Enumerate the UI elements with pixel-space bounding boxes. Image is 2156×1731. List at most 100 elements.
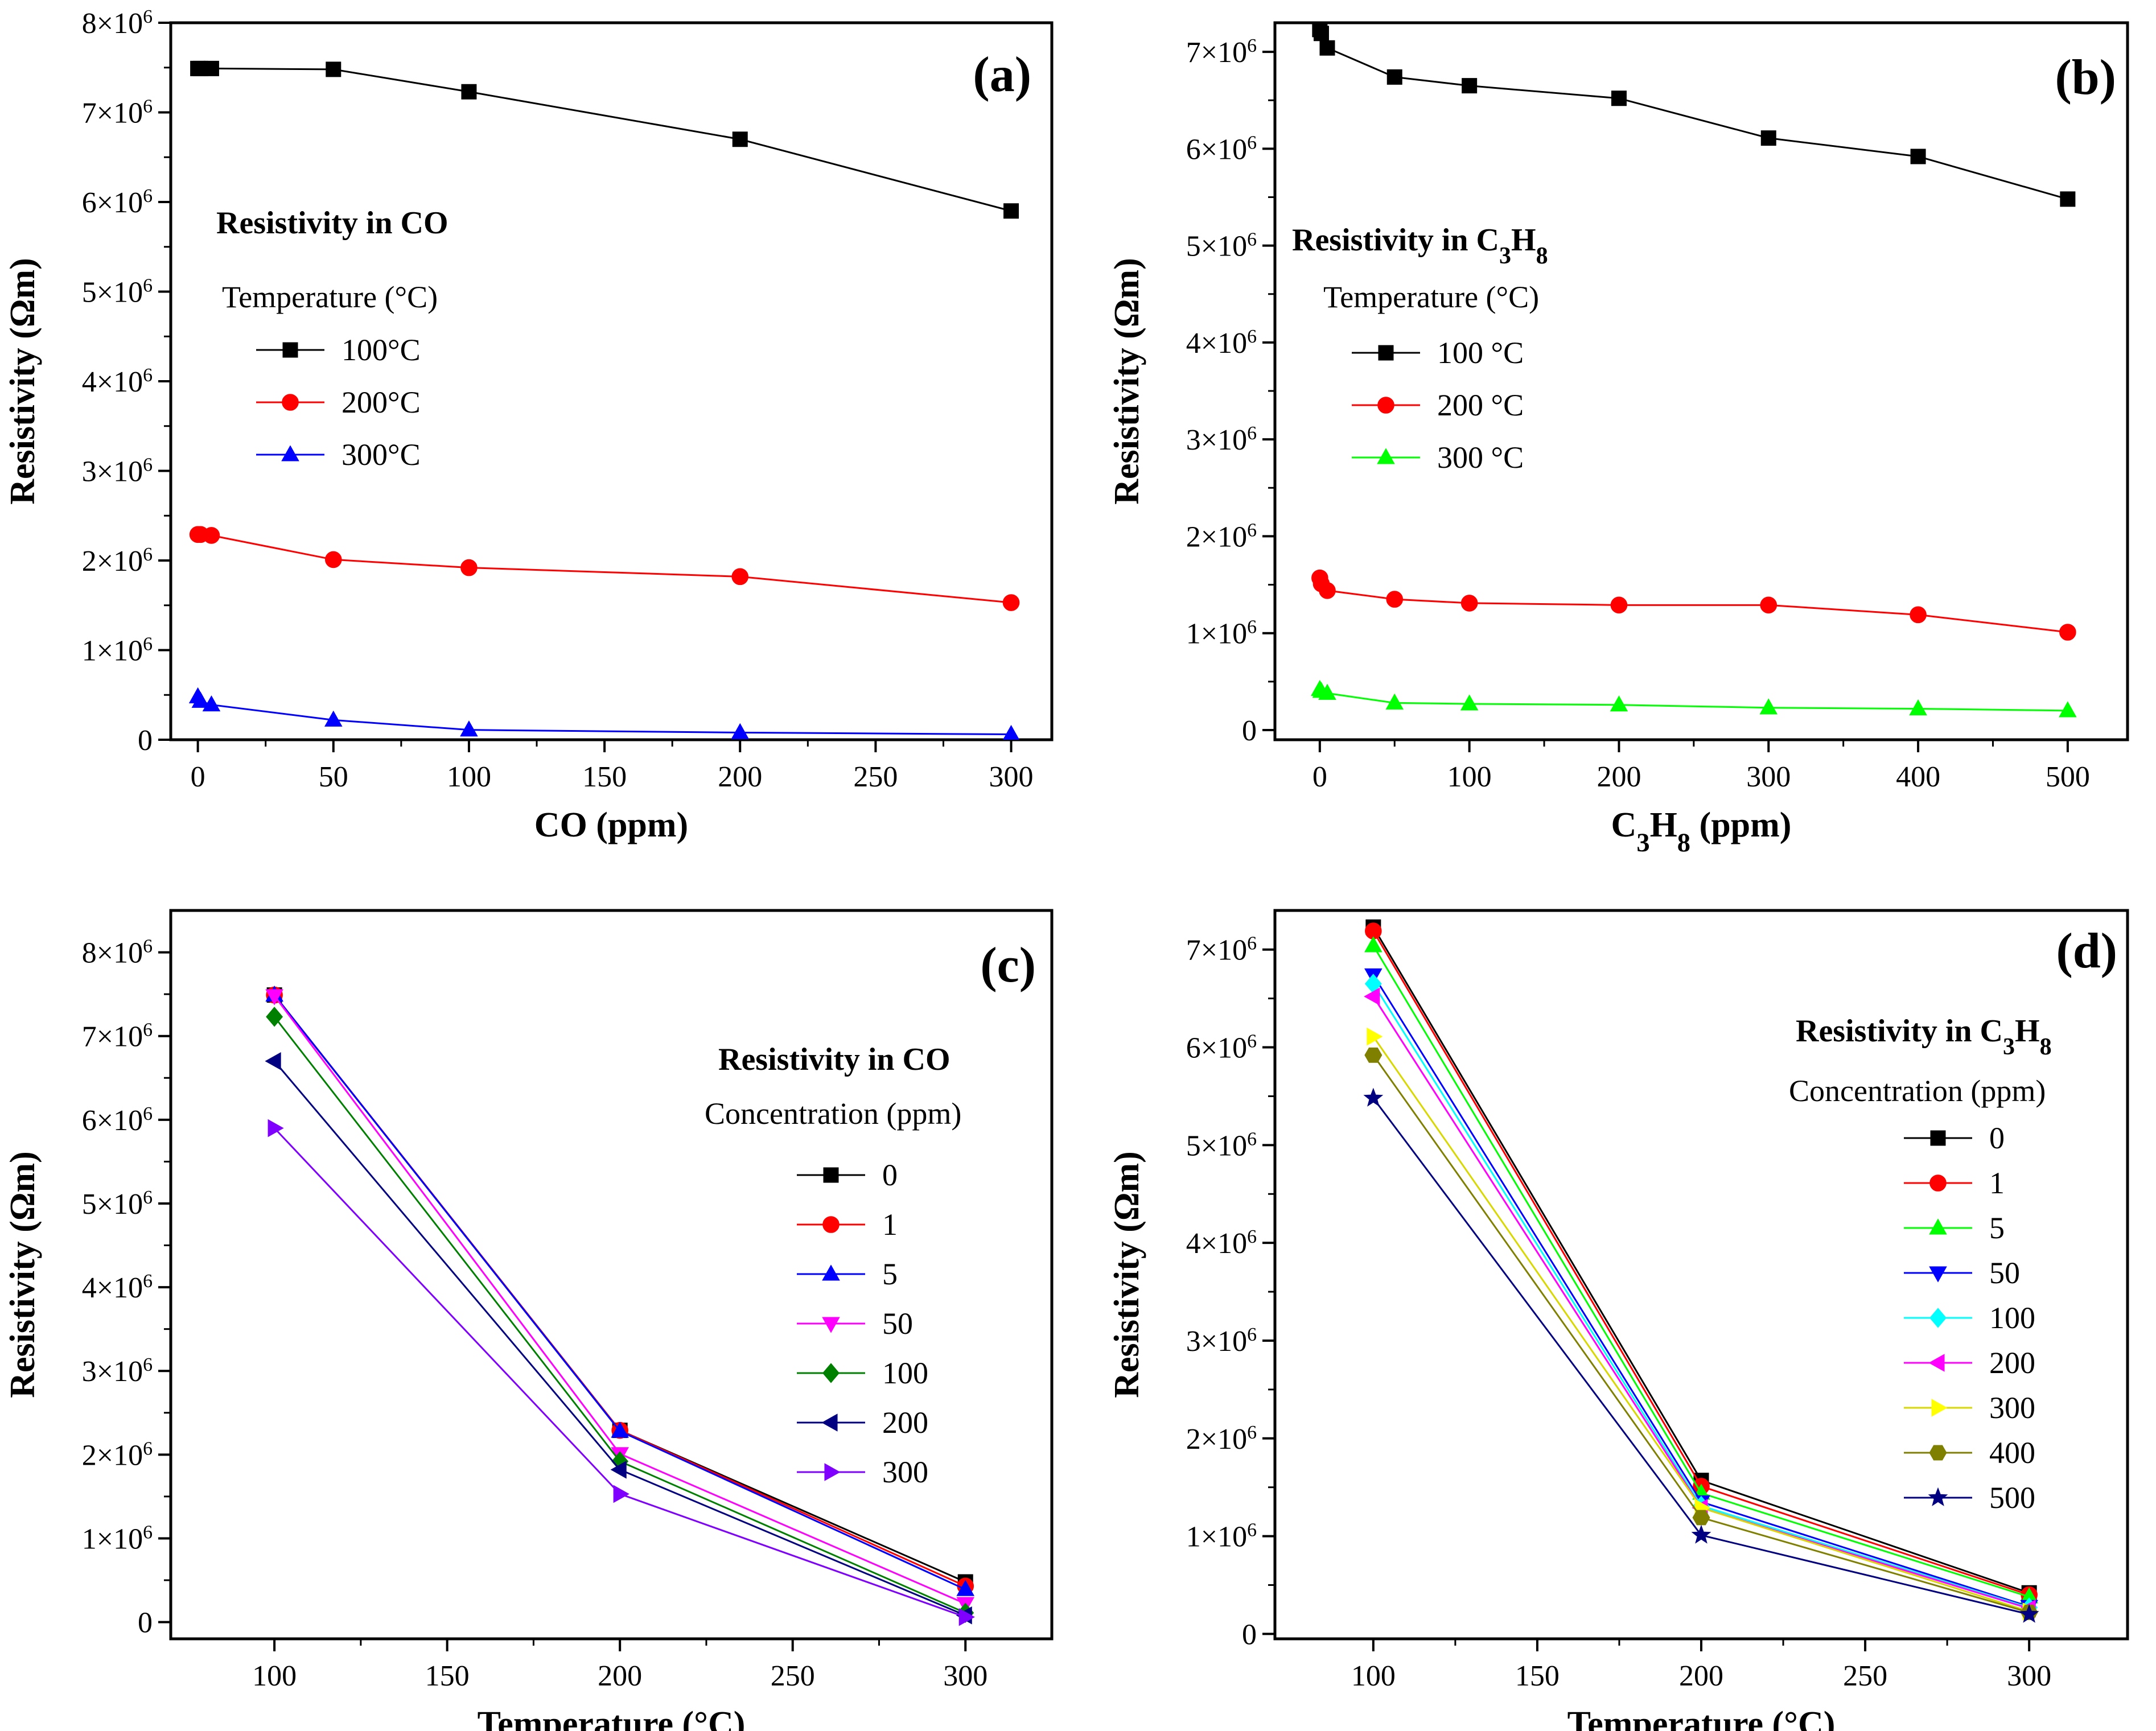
legend-title: Temperature (°C): [1323, 280, 1539, 314]
series-line-300 °C: [1319, 689, 2068, 712]
x-axis-title: C3H8 (ppm): [1611, 806, 1792, 858]
y-axis-title: Resistivity (Ωm): [1108, 1151, 1146, 1398]
chart-title: Resistivity in CO: [216, 205, 449, 241]
data-point-200°C: [731, 568, 749, 586]
data-point-100 °C: [1319, 40, 1335, 56]
x-tick-label: 250: [853, 761, 898, 793]
legend-title: Temperature (°C): [222, 280, 438, 314]
data-point-5: [956, 1580, 975, 1596]
data-point-200 °C: [1386, 591, 1404, 608]
y-tick-label: 3×106: [82, 454, 153, 488]
legend-title: Concentration (ppm): [1789, 1074, 2046, 1108]
x-tick-label: 300: [989, 761, 1034, 793]
panel-label: (c): [980, 938, 1036, 993]
x-tick-label: 200: [1679, 1660, 1723, 1692]
y-tick-label: 3×106: [1186, 423, 1257, 457]
data-point-100°C: [1003, 203, 1019, 219]
legend-marker-500: [1928, 1487, 1948, 1506]
y-tick-label: 2×106: [1186, 1421, 1257, 1456]
y-tick-label: 0: [1242, 715, 1257, 747]
x-tick-label: 150: [1515, 1660, 1560, 1692]
chart-title: Resistivity in C3H8: [1292, 222, 1548, 269]
legend-label-1: 1: [1989, 1166, 2005, 1200]
legend-marker-200: [1928, 1354, 1945, 1372]
y-tick-label: 4×106: [1186, 325, 1257, 360]
y-tick-label: 7×106: [82, 1019, 153, 1053]
x-tick-label: 300: [1746, 761, 1791, 793]
data-point-300 °C: [1385, 693, 1404, 710]
data-point-300°C: [1002, 724, 1020, 740]
y-tick-label: 2×106: [82, 1438, 153, 1472]
series-line-200: [273, 1060, 966, 1617]
legend-label-1: 1: [882, 1207, 898, 1242]
legend-marker-300: [824, 1463, 841, 1481]
y-tick-label: 2×106: [82, 544, 153, 578]
data-point-100°C: [326, 61, 341, 77]
panel-label: (d): [2056, 924, 2117, 979]
panel-b: 0 100 200 300 400 500 0 1×106 2×106 3×106 4×106 5×1…: [1108, 21, 2129, 858]
data-point-100 °C: [1611, 90, 1627, 106]
legend-marker-300 °C: [1377, 448, 1395, 464]
legend-label-100°C: 100°C: [341, 333, 421, 367]
x-tick-label: 150: [425, 1660, 470, 1692]
x-tick-label: 100: [1351, 1660, 1396, 1692]
y-tick-label: 6×106: [82, 186, 153, 220]
legend-label-100: 100: [1989, 1301, 2035, 1335]
legend-label-200 °C: 200 °C: [1437, 388, 1524, 422]
legend-marker-400: [1929, 1445, 1947, 1461]
legend-label-200°C: 200°C: [341, 385, 421, 419]
data-point-300: [268, 1119, 284, 1137]
data-point-300 °C: [2059, 701, 2077, 718]
x-tick-label: 200: [598, 1660, 642, 1692]
legend-marker-100°C: [282, 342, 298, 358]
panel-label: (a): [973, 47, 1031, 102]
plot-frame: [169, 909, 1054, 1641]
legend-label-400: 400: [1989, 1436, 2035, 1470]
data-point-200 °C: [1760, 596, 1778, 614]
legend-marker-100 °C: [1378, 345, 1394, 361]
legend-label-5: 5: [1989, 1211, 2005, 1245]
y-tick-label: 1×106: [82, 1522, 153, 1556]
y-tick-label: 5×106: [1186, 229, 1257, 263]
data-point-300 °C: [1610, 695, 1628, 712]
legend-label-0: 0: [882, 1158, 898, 1192]
data-point-100 °C: [2060, 191, 2076, 207]
series-line-200 °C: [1319, 578, 2068, 633]
x-tick-label: 300: [2007, 1660, 2051, 1692]
legend-marker-300: [1931, 1399, 1948, 1417]
x-tick-label: 150: [582, 761, 627, 793]
x-tick-label: 400: [1896, 761, 1940, 793]
x-axis-title: CO (ppm): [534, 806, 688, 844]
data-point-400: [1692, 1510, 1710, 1526]
chart-title: Resistivity in C3H8: [1796, 1013, 2052, 1060]
data-point-500: [1691, 1524, 1711, 1544]
series-line-100°C: [198, 67, 1011, 212]
y-tick-label: 0: [1242, 1618, 1257, 1651]
legend-label-100: 100: [882, 1356, 928, 1390]
series-line-300°C: [197, 696, 1011, 736]
panel-c: 100 150 200 250 30001×1062×1063×1064×1065×10…: [3, 909, 1054, 1731]
data-point-200: [1364, 987, 1380, 1005]
y-tick-label: 5×106: [82, 275, 153, 309]
y-tick-label: 6×106: [1186, 132, 1257, 166]
data-point-400: [1364, 1047, 1383, 1063]
plot-area: [265, 985, 975, 1626]
legend-label-500: 500: [1989, 1481, 2035, 1515]
data-point-200 °C: [2059, 624, 2076, 641]
series-line-200°C: [198, 533, 1011, 604]
data-point-300°C: [731, 723, 750, 739]
y-axis-title: Resistivity (Ωm): [3, 258, 42, 505]
data-point-200 °C: [1319, 582, 1336, 599]
y-tick-label: 3×106: [1186, 1324, 1257, 1358]
data-point-100°C: [461, 84, 477, 100]
y-tick-label: 8×106: [82, 935, 153, 970]
data-point-300°C: [324, 710, 343, 727]
data-point-200°C: [324, 551, 342, 568]
panel-a: 0 50 100 150 200 250 300 0 1×106 2×106 3×106 4×106 5…: [3, 6, 1054, 844]
data-point-200°C: [460, 559, 478, 576]
legend-marker-1: [1929, 1174, 1947, 1192]
chart-title: Resistivity in CO: [718, 1042, 951, 1077]
x-tick-label: 200: [718, 761, 762, 793]
x-tick-label: 100: [1447, 761, 1492, 793]
y-tick-label: 7×106: [1186, 933, 1257, 967]
